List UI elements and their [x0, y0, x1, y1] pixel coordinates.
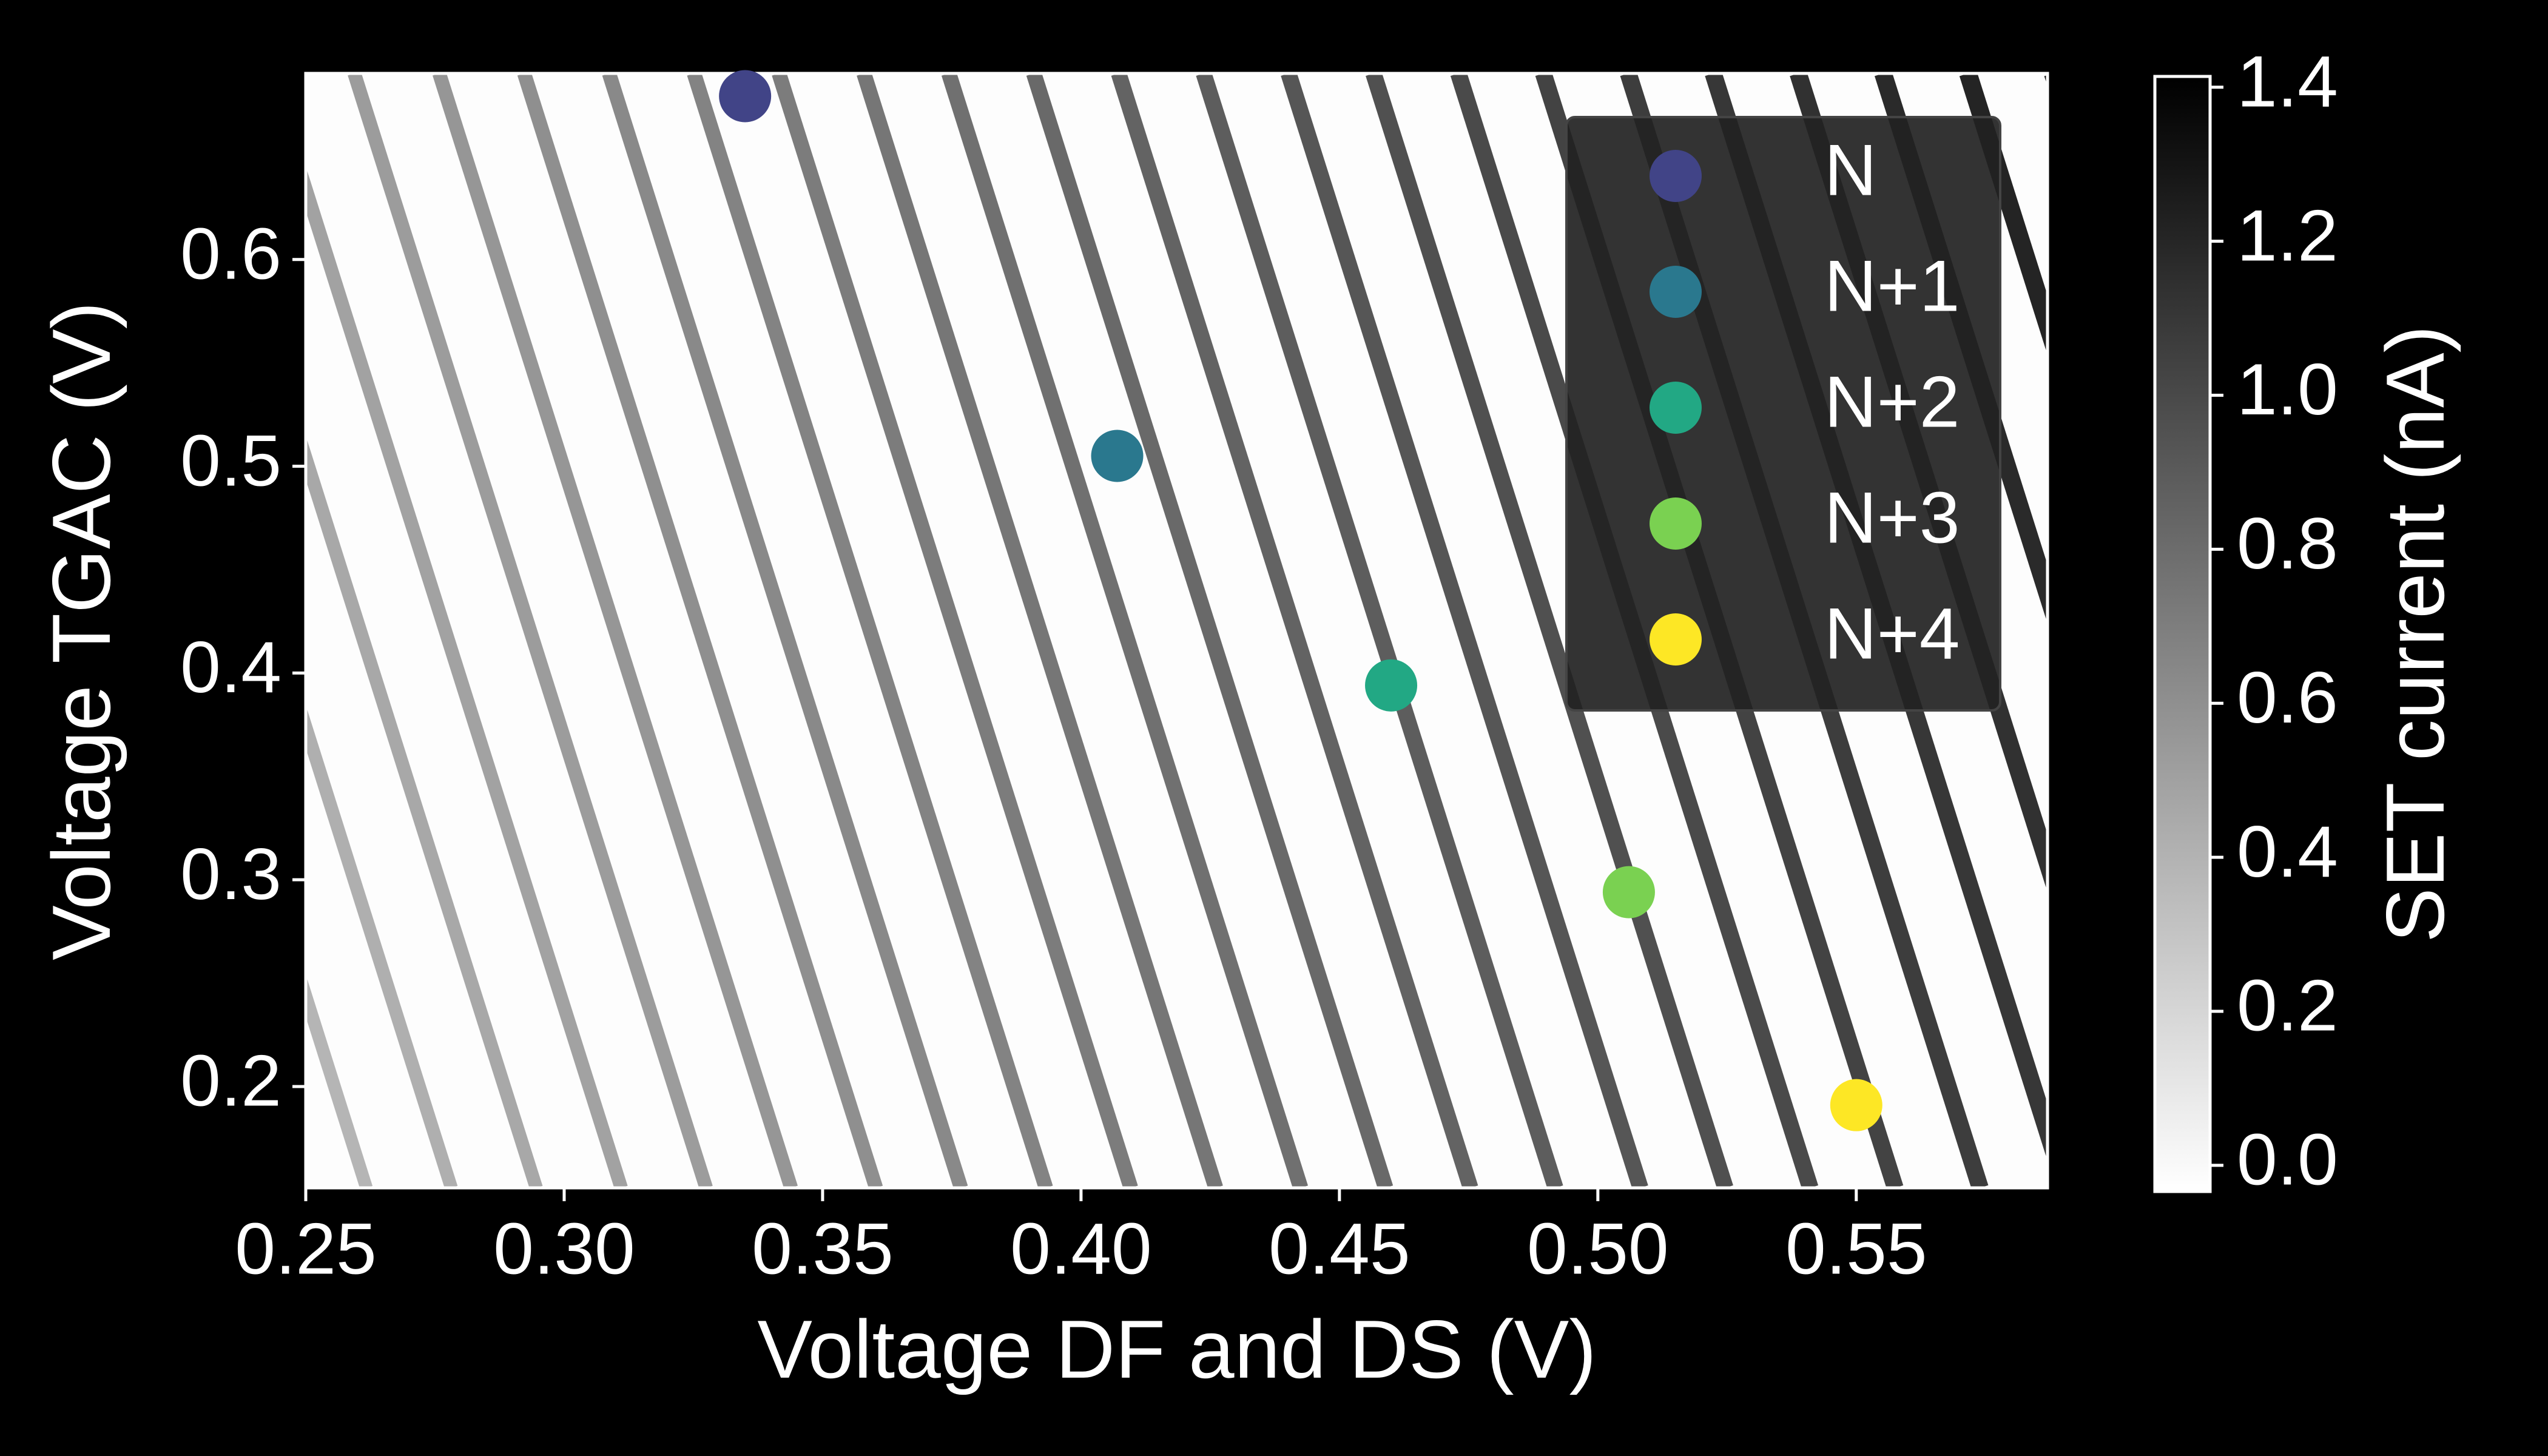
heatmap-stripe: [941, 73, 1309, 1188]
y-tick-label: 0.2: [180, 1040, 281, 1122]
legend-marker: [1650, 266, 1702, 318]
legend-marker: [1650, 150, 1702, 202]
plot-frame: [304, 72, 2049, 1190]
data-point: [1602, 866, 1655, 918]
legend-marker: [1650, 497, 1702, 550]
legend-label: N+1: [1824, 246, 1960, 327]
x-tick-label: 0.30: [493, 1208, 635, 1290]
y-tick-label: 0.5: [180, 420, 281, 501]
legend-label: N+4: [1824, 593, 1960, 675]
colorbar-tick-label: 0.0: [2237, 1119, 2338, 1201]
data-point: [719, 70, 772, 123]
heatmap-stripe: [857, 73, 1223, 1188]
colorbar-tick-label: 1.2: [2237, 195, 2338, 276]
heatmap-stripe: [772, 73, 1138, 1188]
heatmap-stripe: [306, 436, 543, 1188]
x-tick-label: 0.45: [1269, 1208, 1410, 1290]
legend-label: N+2: [1824, 362, 1960, 443]
data-point: [1365, 659, 1418, 712]
heatmap-stripe: [1366, 73, 1733, 1188]
data-point: [1830, 1079, 1882, 1131]
colorbar-tick-label: 0.4: [2237, 811, 2338, 892]
heatmap-stripe: [1281, 73, 1648, 1188]
data-point: [1091, 430, 1144, 482]
colorbar-tick-label: 1.4: [2237, 41, 2338, 122]
heatmap-stripe: [602, 73, 968, 1188]
heatmap-stripe: [348, 73, 713, 1188]
x-axis-title: Voltage DF and DS (V): [757, 1303, 1596, 1395]
x-tick-label: 0.25: [235, 1208, 377, 1290]
colorbar-tick-label: 0.2: [2237, 965, 2338, 1046]
x-tick-label: 0.40: [1010, 1208, 1152, 1290]
y-axis-title: Voltage TGAC (V): [35, 302, 127, 960]
heatmap-stripe: [517, 73, 883, 1188]
colorbar-title: SET current (nA): [2369, 325, 2461, 943]
heatmap-stripe: [1959, 73, 2048, 356]
legend-label: N+3: [1824, 477, 1960, 559]
colorbar-tick-label: 0.6: [2237, 657, 2338, 738]
heatmap-stripe: [306, 166, 628, 1188]
x-tick-label: 0.50: [1527, 1208, 1669, 1290]
heatmap-stripe: [433, 73, 798, 1188]
heatmap-stripe: [306, 974, 373, 1188]
colorbar: [2153, 75, 2212, 1193]
legend-box: [1565, 116, 2001, 712]
y-tick-label: 0.4: [180, 627, 281, 708]
heatmap-stripe: [306, 705, 458, 1188]
heatmap-stripe: [1196, 73, 1563, 1188]
heatmap-stripe: [2044, 75, 2048, 87]
heatmap-stripe: [1026, 73, 1394, 1188]
heatmap-stripe: [687, 73, 1053, 1188]
legend-marker: [1650, 382, 1702, 434]
heatmap-stripe: [1111, 73, 1478, 1188]
x-tick-label: 0.55: [1785, 1208, 1927, 1290]
y-tick-label: 0.3: [180, 834, 281, 915]
y-tick-label: 0.6: [180, 213, 281, 294]
colorbar-tick-label: 1.0: [2237, 349, 2338, 430]
colorbar-tick-label: 0.8: [2237, 503, 2338, 584]
legend-label: N: [1824, 130, 1877, 211]
legend-marker: [1650, 613, 1702, 666]
x-tick-label: 0.35: [752, 1208, 894, 1290]
